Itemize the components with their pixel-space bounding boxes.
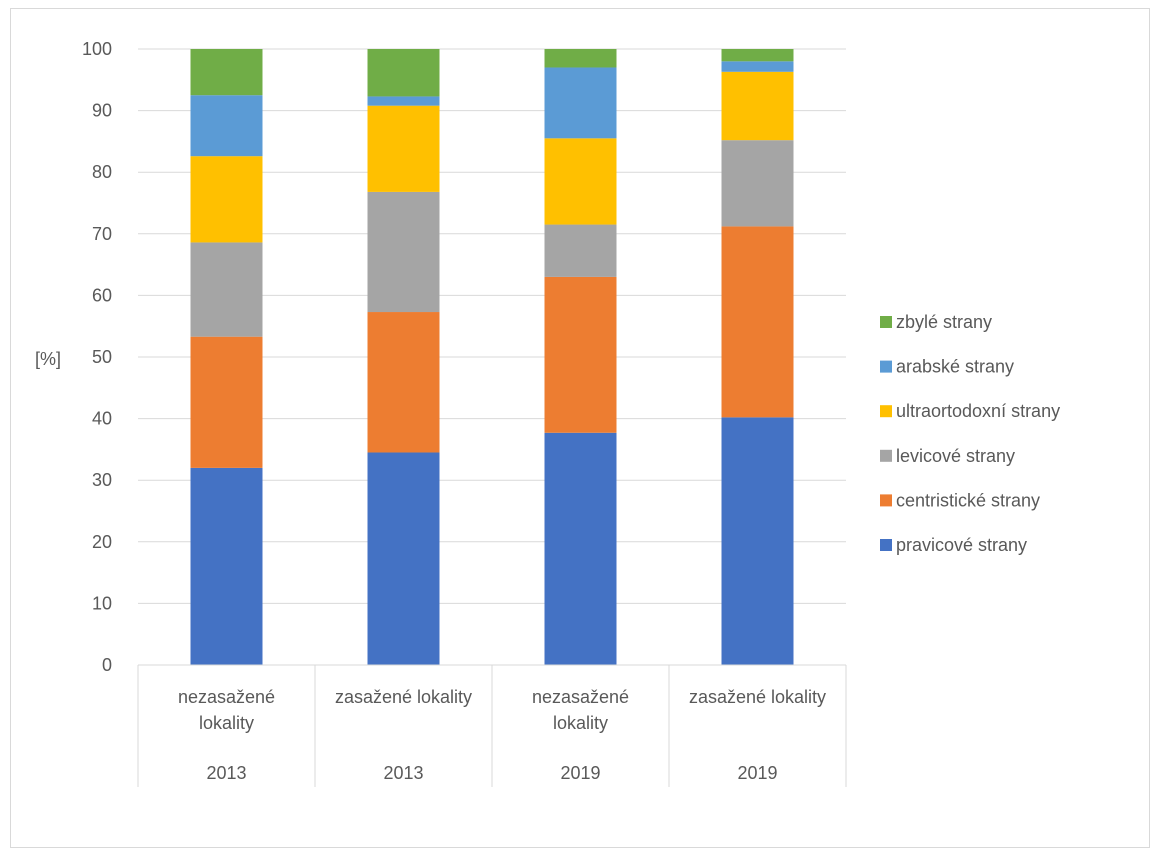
bar-segment <box>544 432 617 665</box>
category-label: nezasažené <box>532 687 629 707</box>
bar-segment <box>544 49 617 68</box>
category-label: lokality <box>199 713 254 733</box>
legend-label: levicové strany <box>896 446 1015 466</box>
y-tick-label: 90 <box>92 101 112 121</box>
group-label: 2019 <box>737 763 777 783</box>
legend-swatch <box>880 539 892 551</box>
bar-segment <box>544 67 617 139</box>
y-tick-label: 10 <box>92 593 112 613</box>
y-tick-label: 0 <box>102 655 112 675</box>
group-label: 2019 <box>560 763 600 783</box>
bar-segment <box>721 61 794 72</box>
bar-segment <box>190 95 263 157</box>
legend-label: ultraortodoxní strany <box>896 401 1060 421</box>
category-label: nezasažené <box>178 687 275 707</box>
legend-swatch <box>880 494 892 507</box>
legend-label: pravicové strany <box>896 535 1027 555</box>
legend-label: arabské strany <box>896 357 1014 377</box>
y-tick-label: 70 <box>92 224 112 244</box>
bar-segment <box>367 49 440 97</box>
legend-swatch <box>880 360 892 373</box>
category-label: zasažené lokality <box>335 687 472 707</box>
bar-segment <box>190 336 263 468</box>
group-label: 2013 <box>206 763 246 783</box>
category-label: zasažené lokality <box>689 687 826 707</box>
bar-segment <box>367 191 440 313</box>
bar-segment <box>190 242 263 337</box>
bar-segment <box>544 276 617 433</box>
bar-segment <box>367 452 440 665</box>
bar-segment <box>544 224 617 277</box>
category-label: lokality <box>553 713 608 733</box>
y-tick-label: 60 <box>92 285 112 305</box>
y-axis-label: [%] <box>35 349 61 369</box>
y-tick-label: 100 <box>82 39 112 59</box>
legend-swatch <box>880 405 892 418</box>
bar-segment <box>190 467 263 665</box>
bars <box>190 49 794 665</box>
bar-segment <box>721 417 794 665</box>
group-label: 2013 <box>383 763 423 783</box>
y-tick-labels: 0 10 20 30 40 50 60 70 80 90 100 <box>82 39 112 675</box>
y-tick-label: 80 <box>92 162 112 182</box>
bar-segment <box>721 140 794 227</box>
legend-label: zbylé strany <box>896 312 992 332</box>
axes <box>137 664 847 787</box>
legend-swatch <box>880 316 892 328</box>
bar-segment <box>544 138 617 225</box>
bar-segment <box>367 105 440 192</box>
legend-swatch <box>880 449 892 462</box>
legend-label: centristické strany <box>896 490 1040 510</box>
legend: zbylé strany arabské strany ultraortodoxní… <box>880 312 1060 555</box>
bar-segment <box>721 49 794 62</box>
bar-segment <box>190 49 263 96</box>
y-tick-label: 50 <box>92 347 112 367</box>
y-tick-label: 40 <box>92 409 112 429</box>
y-tick-label: 30 <box>92 470 112 490</box>
bar-segment <box>721 226 794 418</box>
category-labels: nezasažené lokality 2013 zasažené lokality 2… <box>178 687 826 783</box>
bar-segment <box>367 96 440 106</box>
bar-segment <box>367 312 440 453</box>
y-tick-label: 20 <box>92 532 112 552</box>
bar-segment <box>190 156 263 243</box>
bar-segment <box>721 71 794 141</box>
